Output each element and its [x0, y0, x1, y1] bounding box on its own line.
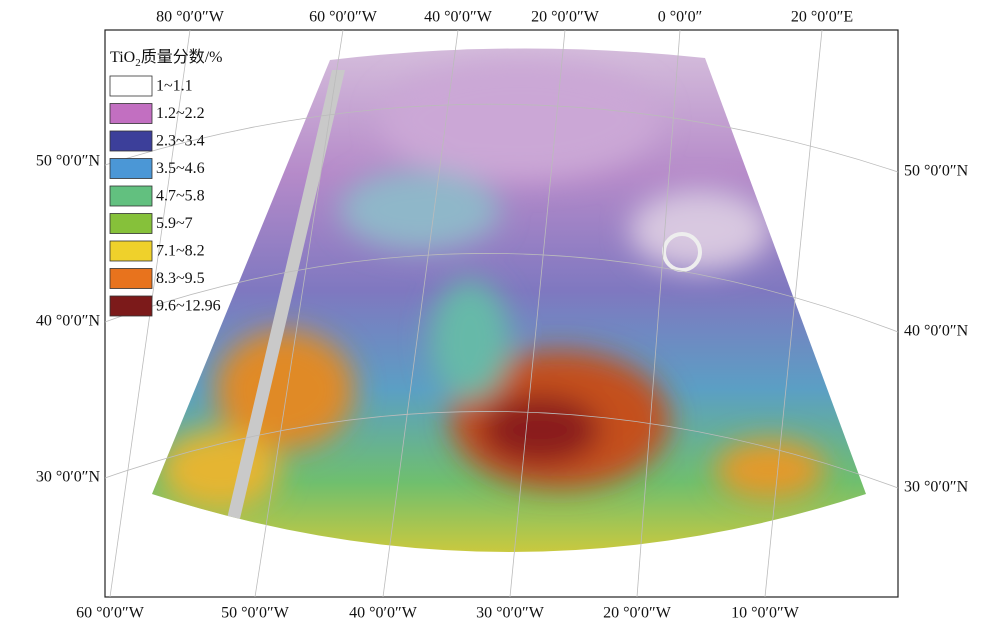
legend-label: 1.2~2.2	[156, 105, 205, 122]
legend-title: TiO2质量分数/%	[110, 48, 223, 69]
top-label: 20 °0′0″E	[791, 9, 853, 26]
legend-swatch	[110, 104, 152, 124]
bottom-label: 40 °0′0″W	[349, 605, 418, 622]
left-label: 40 °0′0″N	[36, 313, 101, 330]
top-label: 80 °0′0″W	[156, 9, 225, 26]
bottom-label: 10 °0′0″W	[731, 605, 800, 622]
legend: TiO2质量分数/% 1~1.1 1.2~2.2 2.3~3.4 3.5~4.6 4.7…	[110, 48, 223, 316]
top-label: 0 °0′0″	[658, 9, 703, 26]
top-label: 20 °0′0″W	[531, 9, 600, 26]
bottom-label: 30 °0′0″W	[476, 605, 545, 622]
right-label: 30 °0′0″N	[904, 479, 969, 496]
legend-swatch	[110, 131, 152, 151]
legend-swatch	[110, 241, 152, 261]
legend-label: 2.3~3.4	[156, 133, 205, 150]
map: TiO2质量分数/% 1~1.1 1.2~2.2 2.3~3.4 3.5~4.6 4.7…	[0, 0, 995, 631]
legend-swatch	[110, 186, 152, 206]
legend-swatch	[110, 269, 152, 289]
legend-label: 8.3~9.5	[156, 270, 205, 287]
legend-swatch	[110, 76, 152, 96]
right-label: 40 °0′0″N	[904, 323, 969, 340]
top-label: 40 °0′0″W	[424, 9, 493, 26]
left-label: 30 °0′0″N	[36, 469, 101, 486]
legend-label: 7.1~8.2	[156, 243, 205, 260]
legend-label: 5.9~7	[156, 215, 193, 232]
top-label: 60 °0′0″W	[309, 9, 378, 26]
bottom-label: 20 °0′0″W	[603, 605, 672, 622]
right-label: 50 °0′0″N	[904, 163, 969, 180]
legend-swatch	[110, 214, 152, 234]
bottom-label: 50 °0′0″W	[221, 605, 290, 622]
legend-label: 4.7~5.8	[156, 188, 205, 205]
tio2-raster	[140, 30, 880, 610]
legend-label: 3.5~4.6	[156, 160, 205, 177]
page: TiO2质量分数/% 1~1.1 1.2~2.2 2.3~3.4 3.5~4.6 4.7…	[0, 0, 995, 636]
legend-label: 9.6~12.96	[156, 298, 221, 315]
legend-title-chem: TiO	[110, 49, 135, 66]
legend-swatch	[110, 296, 152, 316]
legend-label: 1~1.1	[156, 78, 193, 95]
legend-title-rest: 质量分数/%	[141, 48, 223, 66]
left-label: 50 °0′0″N	[36, 153, 101, 170]
legend-swatch	[110, 159, 152, 179]
bottom-label: 60 °0′0″W	[76, 605, 145, 622]
